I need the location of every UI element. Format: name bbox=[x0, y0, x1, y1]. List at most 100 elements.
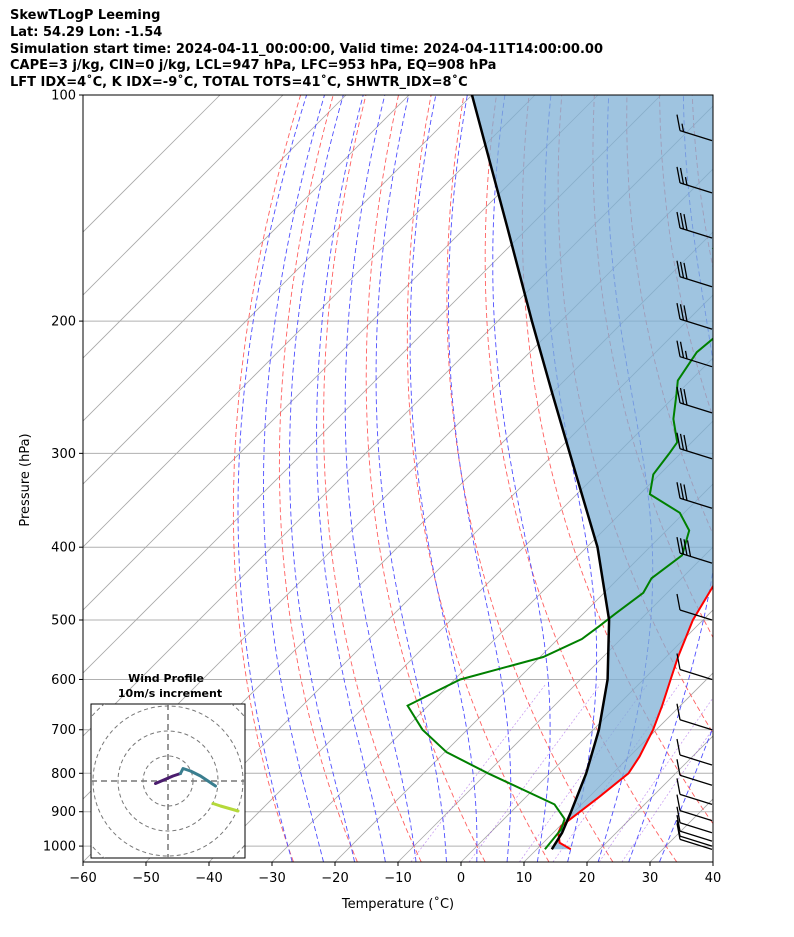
barb-flag-full bbox=[679, 483, 685, 500]
barb-flag-full bbox=[683, 484, 688, 501]
barb-flag-full bbox=[676, 738, 681, 756]
barb-flag-full bbox=[683, 434, 688, 452]
dry-adiabat-line bbox=[232, 95, 302, 862]
wind-barb bbox=[676, 482, 713, 509]
dewpoint-profile-line bbox=[406, 247, 713, 850]
wind-barb bbox=[676, 432, 713, 460]
barb-flag-full bbox=[679, 538, 685, 555]
moist-adiabat-line bbox=[263, 95, 325, 862]
isotherm-line bbox=[712, 861, 713, 862]
y-tick-label: 600 bbox=[51, 673, 76, 688]
y-tick-label: 300 bbox=[51, 447, 76, 462]
moist-adiabat-line bbox=[659, 726, 713, 862]
barb-flag-full bbox=[676, 703, 681, 720]
wind-barb bbox=[676, 738, 713, 766]
barb-flag-full bbox=[676, 340, 681, 357]
barb-flag-full bbox=[676, 778, 681, 795]
wind-barb bbox=[676, 303, 713, 330]
isotherm-line bbox=[83, 95, 221, 233]
wind-barb bbox=[676, 211, 713, 239]
chart-title: SkewTLogP Leeming bbox=[10, 8, 161, 23]
x-axis-label: Temperature (˚C) bbox=[341, 896, 454, 912]
isotherm-line bbox=[460, 609, 713, 862]
dry-adiabat-line bbox=[757, 95, 794, 862]
barb-flag-full bbox=[676, 653, 681, 670]
barb-staff bbox=[679, 318, 713, 330]
hodograph-trace bbox=[211, 802, 240, 813]
wind-barb bbox=[676, 806, 713, 834]
barb-staff bbox=[679, 793, 713, 806]
barb-staff bbox=[679, 552, 713, 564]
hodograph-trace bbox=[154, 772, 182, 785]
y-tick-label: 500 bbox=[51, 613, 76, 628]
y-tick-label: 200 bbox=[51, 315, 76, 330]
barb-staff bbox=[679, 129, 713, 142]
barb-flag-full bbox=[679, 433, 685, 450]
wind-barb bbox=[676, 703, 713, 731]
x-tick-label: −10 bbox=[384, 871, 411, 886]
hodograph-trace bbox=[179, 767, 217, 788]
x-tick-label: −40 bbox=[195, 871, 222, 886]
barb-flag-full bbox=[676, 536, 681, 554]
hodograph-inset: Wind Profile 10m/s increment bbox=[90, 672, 246, 859]
barb-staff bbox=[679, 182, 713, 194]
barb-flag-full bbox=[679, 387, 685, 405]
cape-fill bbox=[472, 95, 713, 850]
barb-flag-full bbox=[676, 114, 681, 131]
barb-staff bbox=[679, 774, 713, 786]
x-tick-label: 10 bbox=[516, 871, 533, 886]
barb-flag-full bbox=[676, 794, 681, 811]
barb-staff bbox=[679, 276, 713, 288]
x-tick-label: 30 bbox=[642, 871, 659, 886]
barb-flag-full bbox=[683, 262, 688, 280]
barb-flag-full bbox=[676, 815, 681, 832]
dry-adiabat-line bbox=[278, 95, 358, 862]
wind-barb bbox=[676, 386, 713, 414]
y-axis-label: Pressure (hPa) bbox=[18, 433, 33, 526]
sounding-profiles bbox=[406, 95, 713, 851]
temperature-profile-line bbox=[557, 584, 713, 851]
simulation-info: Simulation start time: 2024-04-11_00:00:… bbox=[10, 41, 603, 57]
dry-adiabat-line bbox=[725, 95, 794, 862]
barb-flag-full bbox=[676, 819, 681, 837]
barb-staff bbox=[679, 719, 713, 731]
y-tick-label: 100 bbox=[51, 89, 76, 104]
wind-barb bbox=[676, 794, 713, 822]
dry-adiabat-line bbox=[790, 95, 794, 862]
isotherm-line bbox=[83, 95, 473, 485]
dry-adiabat-line bbox=[365, 95, 486, 862]
parcel-profile-line bbox=[470, 95, 611, 850]
mixing-ratio-line bbox=[410, 684, 546, 862]
location-info: Lat: 54.29 Lon: -1.54 bbox=[10, 24, 163, 40]
moist-adiabat-line bbox=[344, 95, 417, 862]
barb-flag-full bbox=[676, 759, 681, 776]
isotherm-line bbox=[83, 95, 599, 611]
moist-adiabat-line bbox=[628, 95, 713, 862]
y-tick-label: 800 bbox=[51, 767, 76, 782]
isotherm-line bbox=[83, 95, 284, 296]
barb-staff bbox=[679, 838, 713, 850]
barb-staff bbox=[679, 810, 713, 822]
barb-flag-full bbox=[676, 806, 681, 823]
wind-barb bbox=[676, 815, 713, 842]
barb-flag-full bbox=[676, 166, 681, 184]
hodograph-subtitle: 10m/s increment bbox=[118, 687, 222, 700]
barb-staff bbox=[679, 402, 713, 414]
cape-shading bbox=[472, 95, 713, 850]
barb-flag-half bbox=[681, 123, 685, 132]
barb-staff bbox=[679, 497, 713, 509]
wind-barb bbox=[676, 778, 713, 806]
chart-header: SkewTLogP Leeming Lat: 54.29 Lon: -1.54 … bbox=[10, 8, 603, 92]
y-tick-label: 700 bbox=[51, 723, 76, 738]
hodograph-title: Wind Profile bbox=[128, 672, 204, 685]
y-tick-label: 900 bbox=[51, 805, 76, 820]
x-tick-label: −50 bbox=[132, 871, 159, 886]
barb-flag-full bbox=[686, 540, 692, 557]
barb-flag-full bbox=[683, 305, 688, 322]
barb-staff bbox=[679, 830, 713, 842]
barb-staff bbox=[679, 227, 713, 239]
barb-flag-full bbox=[676, 303, 681, 320]
x-tick-label: −20 bbox=[321, 871, 348, 886]
wind-barb bbox=[676, 819, 713, 847]
